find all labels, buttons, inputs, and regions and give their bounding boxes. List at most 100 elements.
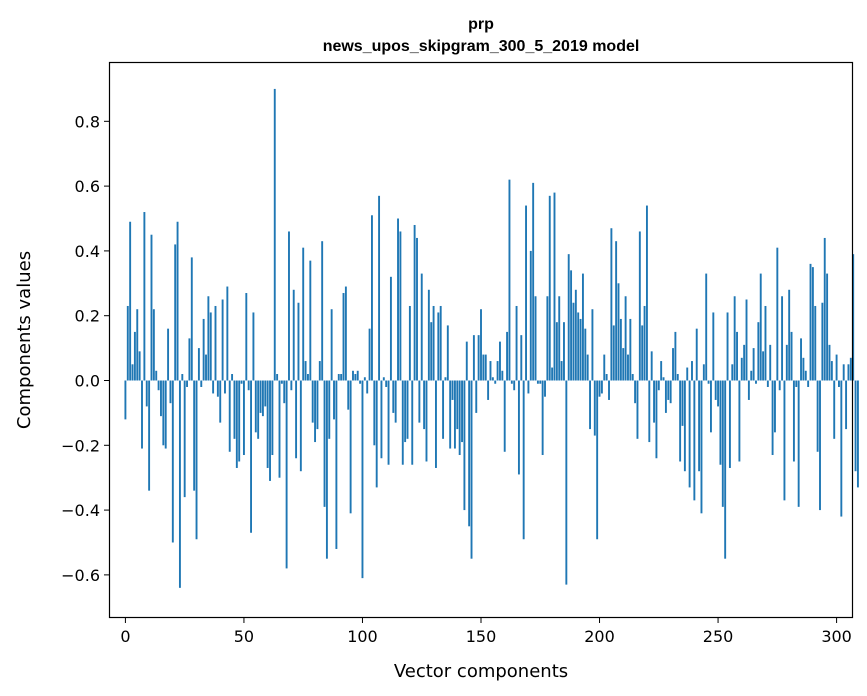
bar-component-160 xyxy=(503,380,506,452)
bar-component-297 xyxy=(828,344,831,381)
bar-component-49 xyxy=(240,380,243,384)
bar-component-16 xyxy=(162,380,165,446)
bar-component-199 xyxy=(596,380,599,540)
bar-component-284 xyxy=(797,380,800,507)
bar-component-190 xyxy=(574,289,577,381)
x-tick-label: 200 xyxy=(584,627,615,646)
bar-component-285 xyxy=(800,338,802,381)
bar-component-44 xyxy=(228,380,231,452)
bar-component-78 xyxy=(309,260,312,381)
bar-component-84 xyxy=(323,380,326,507)
bar-component-131 xyxy=(435,380,437,468)
bar-component-99 xyxy=(359,380,362,384)
bar-component-20 xyxy=(171,380,174,543)
bar-component-118 xyxy=(404,380,407,443)
bar-component-17 xyxy=(164,380,167,449)
bar-component-59 xyxy=(264,380,267,407)
bar-component-128 xyxy=(427,289,430,381)
bar-component-92 xyxy=(342,293,345,381)
bar-component-226 xyxy=(660,361,663,381)
bar-component-103 xyxy=(368,328,371,381)
bar-component-25 xyxy=(183,380,186,498)
bar-component-300 xyxy=(835,354,838,381)
bar-component-5 xyxy=(136,309,139,381)
bar-component-139 xyxy=(453,380,456,449)
bar-component-304 xyxy=(845,380,848,430)
bar-component-154 xyxy=(489,361,492,381)
bar-component-211 xyxy=(624,296,627,381)
bar-component-222 xyxy=(650,351,653,381)
bar-component-18 xyxy=(167,328,170,381)
bar-component-110 xyxy=(385,380,388,387)
bar-component-108 xyxy=(380,380,383,459)
x-axis-label: Vector components xyxy=(394,661,568,682)
bar-component-148 xyxy=(475,380,478,413)
y-tick-label: 0.2 xyxy=(75,307,100,326)
bar-component-271 xyxy=(766,380,769,387)
bar-component-107 xyxy=(378,195,381,381)
bar-component-198 xyxy=(593,380,596,436)
bar-component-306 xyxy=(849,357,852,381)
bar-component-215 xyxy=(634,380,637,404)
bar-component-36 xyxy=(209,312,212,381)
bar-component-182 xyxy=(555,322,558,381)
bar-component-63 xyxy=(273,88,276,381)
bar-component-288 xyxy=(807,380,810,387)
bar-component-212 xyxy=(627,354,629,381)
bar-component-175 xyxy=(539,380,542,384)
bar-component-1 xyxy=(126,305,129,381)
y-axis-label: Components values xyxy=(14,251,35,429)
bar-component-275 xyxy=(776,247,779,381)
bar-component-186 xyxy=(565,380,568,585)
bar-component-159 xyxy=(501,370,504,381)
bar-component-116 xyxy=(399,231,402,381)
bar-component-89 xyxy=(335,380,338,549)
bar-component-43 xyxy=(226,286,229,381)
bar-component-66 xyxy=(280,380,283,384)
y-tick-label: 0.4 xyxy=(75,242,100,261)
bar-component-30 xyxy=(195,380,198,540)
bar-component-280 xyxy=(788,289,791,381)
bar-component-197 xyxy=(591,309,594,381)
bar-component-192 xyxy=(579,318,582,381)
bar-component-62 xyxy=(271,380,274,456)
bar-component-293 xyxy=(819,380,821,511)
bar-component-149 xyxy=(477,335,480,381)
bar-component-27 xyxy=(188,338,191,381)
bar-component-67 xyxy=(283,380,286,404)
bar-component-259 xyxy=(738,380,741,462)
bar-component-251 xyxy=(719,380,722,465)
bar-component-273 xyxy=(771,380,774,456)
bar-component-45 xyxy=(231,374,234,381)
bar-component-305 xyxy=(847,364,850,381)
bar-component-256 xyxy=(731,364,734,381)
bar-component-19 xyxy=(169,380,172,404)
bar-component-228 xyxy=(664,380,667,413)
bar-component-121 xyxy=(411,380,414,465)
bar-component-245 xyxy=(705,273,708,381)
bar-component-258 xyxy=(736,331,738,381)
bar-component-156 xyxy=(494,380,497,384)
bar-component-39 xyxy=(216,380,219,397)
bar-component-278 xyxy=(783,380,786,501)
x-tick-label: 50 xyxy=(234,627,254,646)
bar-component-115 xyxy=(397,218,399,381)
bar-component-287 xyxy=(804,370,807,381)
bar-component-14 xyxy=(157,380,160,391)
bar-component-93 xyxy=(344,286,347,381)
bar-component-29 xyxy=(193,380,196,491)
bar-component-224 xyxy=(655,380,658,459)
bar-component-219 xyxy=(643,305,646,381)
bar-component-101 xyxy=(363,377,366,381)
bar-component-257 xyxy=(733,296,736,381)
bar-component-112 xyxy=(389,276,392,381)
y-tick-label: −0.6 xyxy=(61,566,100,585)
bar-component-10 xyxy=(148,380,151,491)
bar-component-157 xyxy=(496,361,499,381)
bar-component-201 xyxy=(600,380,603,394)
bar-component-111 xyxy=(387,380,390,465)
bar-component-47 xyxy=(235,380,238,468)
y-tick-label: 0.0 xyxy=(75,371,100,390)
bar-component-184 xyxy=(560,361,563,381)
